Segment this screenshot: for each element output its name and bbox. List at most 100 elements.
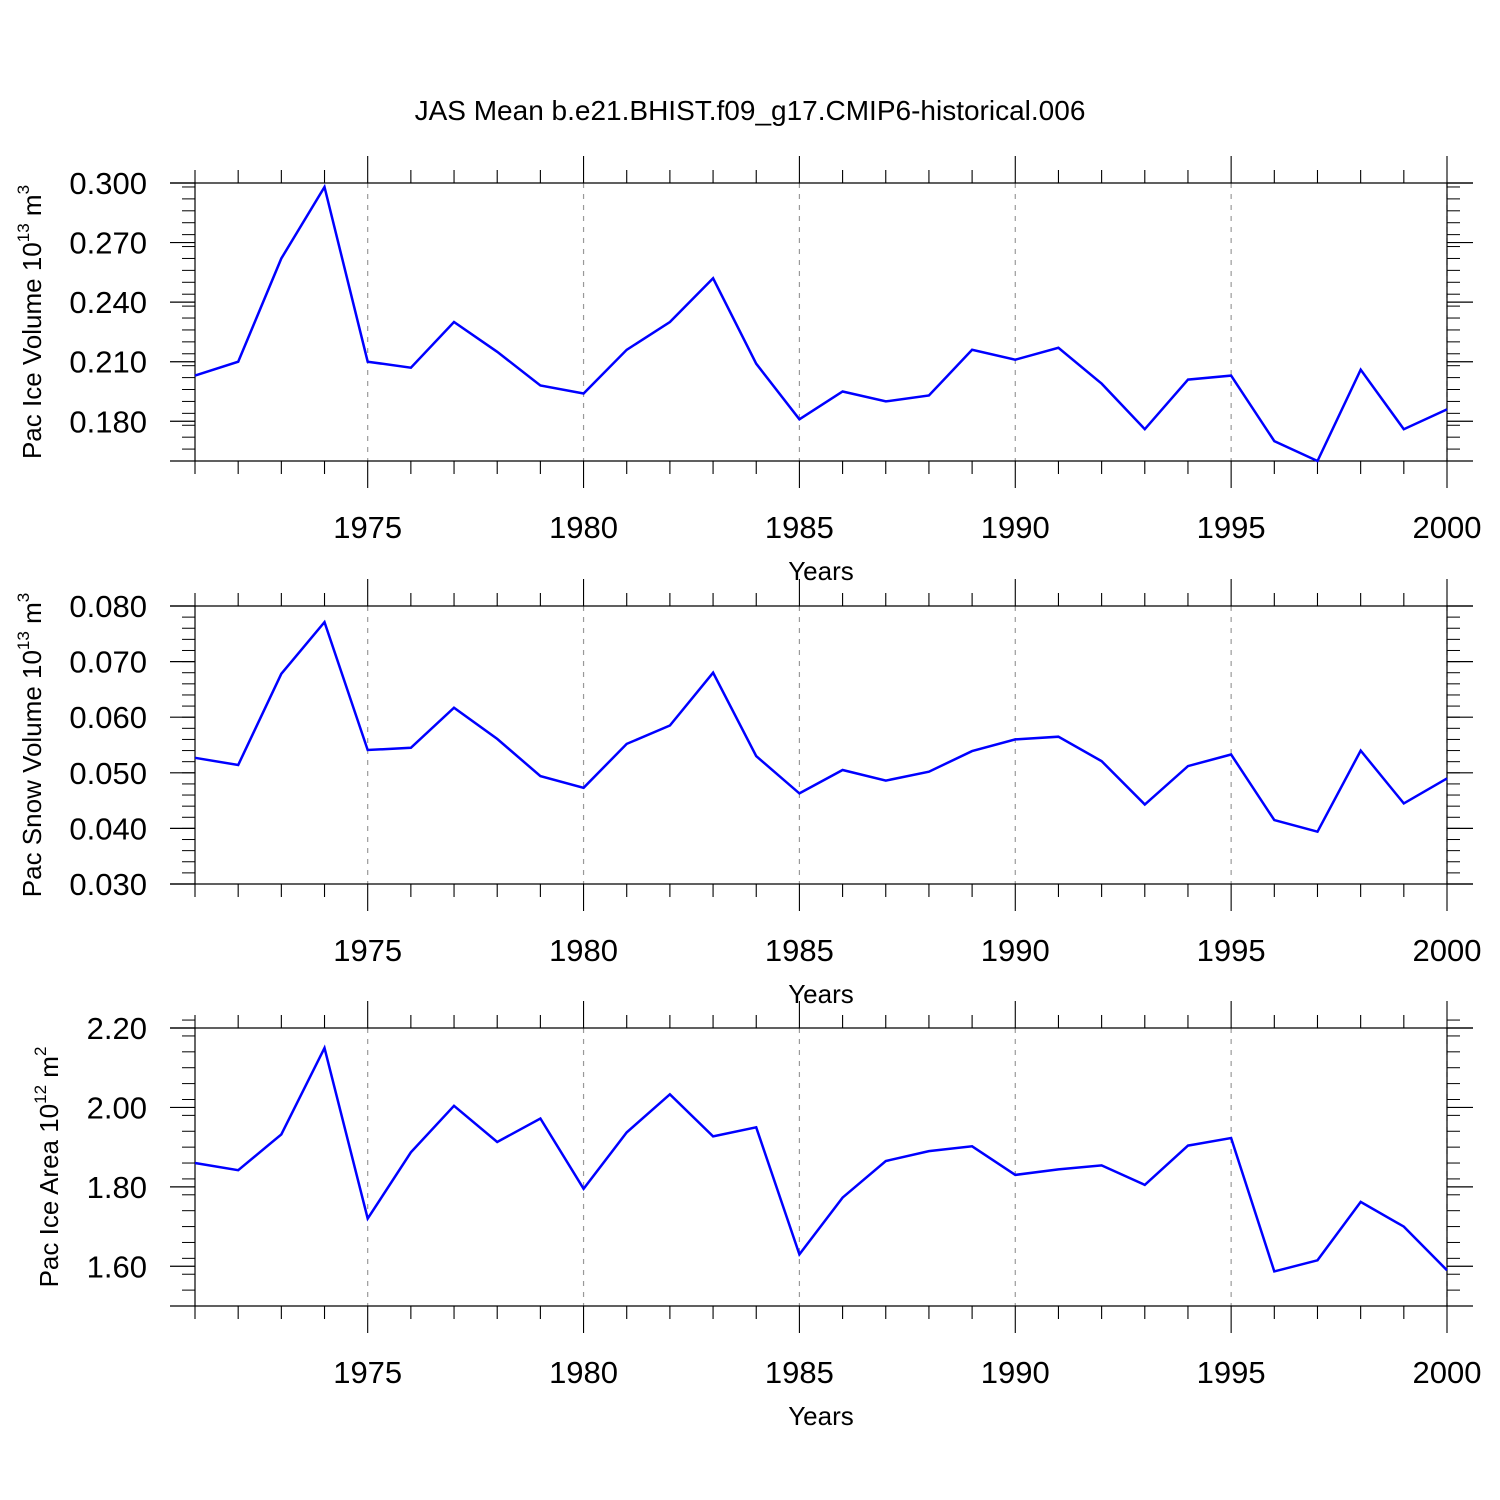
- panel-snow-volume: 0.030 0.040 0.050 0.060 0.070 0.080 1975 1980 19…: [14, 579, 1481, 1009]
- data-point: [366, 1217, 370, 1221]
- data-point: [279, 672, 283, 676]
- data-point: [625, 742, 629, 746]
- x-tick-label: 1995: [1197, 510, 1266, 545]
- data-point: [668, 1092, 672, 1096]
- y-axis-title-text: Pac Ice Area 10: [34, 1104, 64, 1288]
- data-point: [1013, 737, 1017, 741]
- x-axis-title: Years: [788, 979, 854, 1009]
- data-point: [1056, 1167, 1060, 1171]
- y-axis-title-unit-exponent: 3: [14, 593, 33, 602]
- data-point: [236, 1168, 240, 1172]
- data-point: [1229, 1136, 1233, 1140]
- data-point: [1359, 1200, 1363, 1204]
- data-point: [193, 756, 197, 760]
- x-axis-title: Years: [788, 1401, 854, 1431]
- x-tick-label: 1985: [765, 510, 834, 545]
- data-point: [1056, 735, 1060, 739]
- y-tick-label: 0.240: [69, 285, 147, 320]
- data-point: [452, 320, 456, 324]
- y-axis-title: Pac Ice Area 1012 m2: [31, 1047, 64, 1288]
- data-point: [970, 749, 974, 753]
- data-point: [1315, 830, 1319, 834]
- x-tick-label: 1985: [765, 933, 834, 968]
- data-point: [927, 393, 931, 397]
- x-tick-label: 2000: [1413, 1355, 1482, 1390]
- data-point: [1056, 346, 1060, 350]
- y-axis-title-unit: m: [17, 194, 47, 223]
- data-point: [625, 1130, 629, 1134]
- data-point: [1100, 759, 1104, 763]
- x-tick-label: 1980: [549, 510, 618, 545]
- y-tick-label: 2.00: [87, 1090, 147, 1125]
- data-point: [797, 1252, 801, 1256]
- data-point: [366, 360, 370, 364]
- data-point: [711, 671, 715, 675]
- data-point: [452, 706, 456, 710]
- y-axis-title-exponent: 12: [31, 1085, 50, 1104]
- data-point: [927, 1149, 931, 1153]
- data-point: [323, 1046, 327, 1050]
- data-point: [1143, 802, 1147, 806]
- data-point: [1186, 764, 1190, 768]
- y-tick-label: 2.20: [87, 1011, 147, 1046]
- data-point: [1143, 427, 1147, 431]
- series-line-snow-volume: [194, 619, 1448, 834]
- y-tick-label: 0.070: [69, 645, 147, 680]
- x-tick-label: 1990: [981, 510, 1050, 545]
- data-point: [495, 350, 499, 354]
- data-point: [1315, 1258, 1319, 1262]
- data-point: [841, 390, 845, 394]
- data-point: [582, 391, 586, 395]
- x-tick-label: 1995: [1197, 1355, 1266, 1390]
- data-point: [970, 1144, 974, 1148]
- x-tick-label: 1995: [1197, 933, 1266, 968]
- data-point: [1359, 749, 1363, 753]
- x-tick-label: 1975: [333, 1355, 402, 1390]
- data-point: [409, 366, 413, 370]
- data-point: [538, 1117, 542, 1121]
- y-axis-title-unit: m: [17, 602, 47, 631]
- x-tick-label: 1985: [765, 1355, 834, 1390]
- data-point: [1272, 818, 1276, 822]
- data-point: [1013, 1173, 1017, 1177]
- data-point: [193, 374, 197, 378]
- panel-ice-volume: 0.180 0.210 0.240 0.270 0.300 1975 1980 1985 199…: [14, 156, 1481, 586]
- x-axis-title: Years: [788, 556, 854, 586]
- data-point: [1402, 801, 1406, 805]
- data-point: [1402, 427, 1406, 431]
- data-point: [1359, 368, 1363, 372]
- y-tick-label: 0.080: [69, 589, 147, 624]
- data-point: [668, 320, 672, 324]
- y-axis-title: Pac Snow Volume 1013 m3: [14, 593, 47, 897]
- data-point: [538, 774, 542, 778]
- data-point: [927, 770, 931, 774]
- x-tick-label: 2000: [1413, 933, 1482, 968]
- data-point: [754, 362, 758, 366]
- y-axis-title-text: Pac Snow Volume 10: [17, 650, 47, 897]
- y-axis-title-unit-exponent: 3: [14, 185, 33, 194]
- y-tick-label: 0.040: [69, 811, 147, 846]
- data-point: [582, 786, 586, 790]
- x-tick-label: 1975: [333, 933, 402, 968]
- data-point: [754, 754, 758, 758]
- data-point: [236, 360, 240, 364]
- panel-ice-area: 1.60 1.80 2.00 2.20 1975 1980 1985 1990 1995 2000…: [31, 1001, 1481, 1431]
- series-line-ice-volume: [194, 183, 1448, 463]
- y-tick-label: 0.050: [69, 756, 147, 791]
- data-point: [1143, 1183, 1147, 1187]
- y-tick-label: 1.80: [87, 1170, 147, 1205]
- x-tick-label: 1980: [549, 933, 618, 968]
- data-point: [970, 348, 974, 352]
- y-tick-label: 1.60: [87, 1249, 147, 1284]
- data-point: [1272, 439, 1276, 443]
- data-point: [366, 748, 370, 752]
- data-point: [1100, 382, 1104, 386]
- data-point: [1229, 374, 1233, 378]
- chart-title: JAS Mean b.e21.BHIST.f09_g17.CMIP6-histo…: [415, 95, 1086, 126]
- data-point: [797, 791, 801, 795]
- data-point: [1186, 378, 1190, 382]
- data-point: [884, 779, 888, 783]
- y-axis-title-unit: m: [34, 1056, 64, 1085]
- data-point: [452, 1104, 456, 1108]
